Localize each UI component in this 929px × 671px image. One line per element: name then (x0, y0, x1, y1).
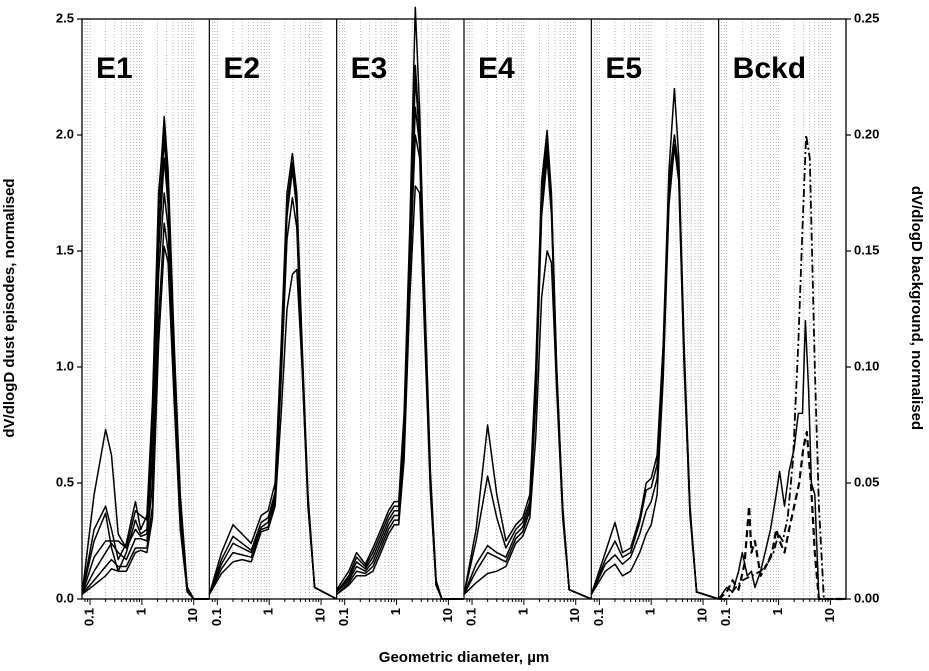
series-line (336, 64, 464, 600)
x-axis-title: Geometric diameter, µm (379, 649, 549, 666)
y-left-tick-label: 2.0 (56, 126, 74, 141)
series-line (717, 430, 846, 601)
series-line (590, 134, 719, 600)
series-line (81, 157, 210, 600)
series-line (718, 319, 846, 600)
panel-labels: E1 E2 E3 E4 E5 Bckd (96, 52, 806, 85)
series-line (208, 196, 338, 600)
series-line (81, 115, 210, 600)
panel-label: E5 (605, 52, 642, 85)
series-line (463, 138, 592, 600)
series-line (81, 245, 210, 600)
x-tick-label: 1 (133, 608, 148, 615)
series-line (590, 87, 719, 600)
y-axis-title-right: dV/dlogD background, normalised (908, 186, 925, 430)
tick-labels: 0.1 1 10 0.1 1 10 0.1 1 10 0.1 1 10 0.1 1 10 0.1 1 100.00… (56, 10, 879, 626)
x-tick-label: 0.1 (336, 608, 351, 626)
y-left-tick-label: 0.5 (56, 474, 74, 489)
x-tick-label: 1 (261, 608, 276, 615)
panel-label: E3 (351, 52, 388, 85)
y-left-tick-label: 1.0 (56, 358, 74, 373)
x-tick-label: 10 (695, 608, 710, 622)
panel-label: E4 (478, 52, 515, 85)
y-right-tick-label: 0.25 (854, 10, 879, 25)
series-line (463, 148, 592, 600)
y-right-tick-label: 0.05 (854, 474, 879, 489)
series-lines (81, 6, 846, 601)
x-tick-label: 10 (822, 608, 837, 622)
x-tick-label: 0.1 (81, 608, 96, 626)
plot-frame (77, 18, 851, 605)
series-line (463, 157, 592, 600)
gridlines (84, 19, 831, 599)
panel-label: E2 (223, 52, 260, 85)
x-tick-label: 0.1 (463, 608, 478, 626)
y-left-tick-label: 1.5 (56, 242, 74, 257)
series-line (208, 268, 338, 600)
panel-label: E1 (96, 52, 133, 85)
x-tick-label: 1 (643, 608, 658, 615)
series-line (463, 129, 592, 600)
series-line (81, 127, 210, 600)
series-line (81, 222, 210, 600)
x-tick-label: 0.1 (209, 608, 224, 626)
series-line (336, 76, 464, 600)
series-line (81, 138, 210, 600)
panel-label: Bckd (733, 52, 806, 85)
y-left-tick-label: 2.5 (56, 10, 74, 25)
x-tick-label: 10 (440, 608, 455, 622)
x-tick-label: 1 (388, 608, 403, 615)
y-right-tick-label: 0.20 (854, 126, 879, 141)
x-tick-label: 10 (313, 608, 328, 622)
y-right-tick-label: 0.10 (854, 358, 879, 373)
series-line (208, 162, 338, 600)
series-line (463, 250, 592, 600)
x-tick-label: 10 (185, 608, 200, 622)
series-line (336, 106, 464, 600)
x-tick-label: 10 (567, 608, 582, 622)
x-tick-label: 1 (515, 608, 530, 615)
x-tick-label: 0.1 (591, 608, 606, 626)
series-line (590, 143, 719, 600)
y-right-tick-label: 0.00 (854, 590, 879, 605)
series-line (81, 192, 210, 600)
y-left-tick-label: 0.0 (56, 590, 74, 605)
x-tick-label: 1 (770, 608, 785, 615)
series-line (336, 185, 464, 600)
x-tick-label: 0.1 (718, 608, 733, 626)
series-line (208, 152, 338, 600)
series-line (590, 145, 719, 600)
y-axis-title-left: dV/dlogD dust episodes, normalised (1, 178, 18, 437)
series-line (718, 134, 846, 600)
y-right-tick-label: 0.15 (854, 242, 879, 257)
series-line (336, 134, 464, 600)
